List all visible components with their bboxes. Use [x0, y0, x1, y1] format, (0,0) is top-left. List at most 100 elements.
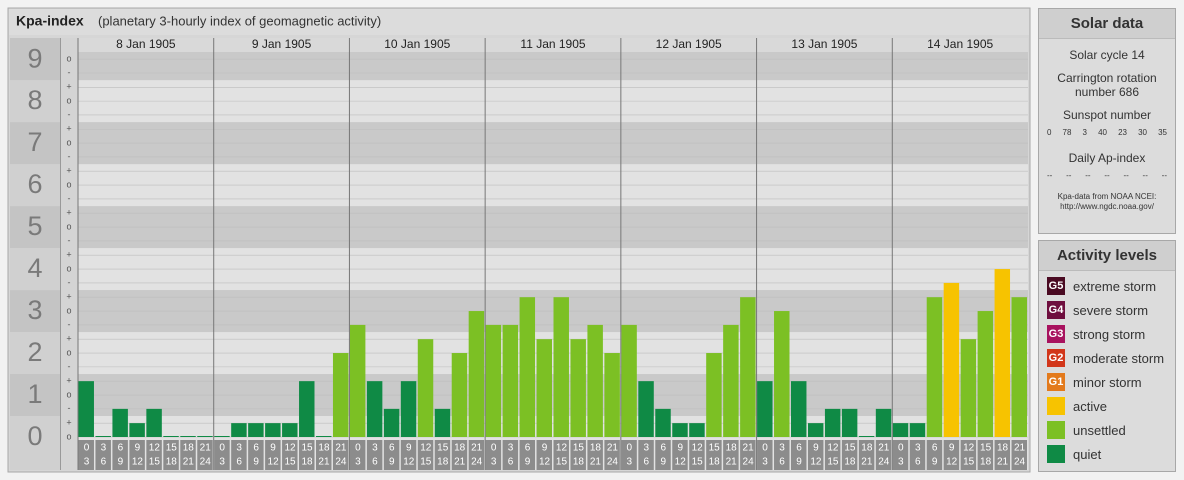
hour-start: 0 [627, 443, 633, 454]
hour-end: 3 [355, 457, 361, 468]
y-tick-label: 1 [27, 379, 42, 409]
hour-start: 21 [607, 443, 619, 454]
hour-cell [417, 440, 434, 470]
legend-item: G4 severe storm [1047, 301, 1175, 319]
hour-end: 6 [236, 457, 242, 468]
legend-item: G3 strong storm [1047, 325, 1175, 343]
bar [214, 436, 230, 437]
hour-start: 6 [660, 443, 666, 454]
bar [774, 311, 790, 437]
hour-cell [434, 440, 451, 470]
hour-end: 6 [644, 457, 650, 468]
bar [95, 436, 111, 437]
hour-start: 21 [335, 443, 347, 454]
ap-value: -- [1142, 171, 1148, 180]
minor-tick-label: - [68, 235, 71, 245]
hour-cell [723, 440, 739, 470]
day-label: 13 Jan 1905 [791, 37, 857, 51]
hour-start: 15 [980, 443, 992, 454]
minor-tick-label: - [68, 361, 71, 371]
hour-cell [892, 440, 909, 470]
hour-start: 18 [590, 443, 602, 454]
hour-start: 15 [437, 443, 449, 454]
hour-cell [638, 440, 654, 470]
hour-start: 15 [166, 443, 178, 454]
hour-cell [231, 440, 247, 470]
hour-end: 12 [403, 457, 415, 468]
bar [299, 381, 315, 437]
hour-start: 0 [219, 443, 225, 454]
legend-item: quiet [1047, 445, 1175, 463]
bar [451, 353, 468, 437]
ap-value: -- [1085, 171, 1091, 180]
hour-start: 18 [318, 443, 330, 454]
bar [824, 408, 841, 437]
hour-cell [146, 440, 162, 470]
minor-tick-label: + [66, 124, 71, 134]
hour-end: 12 [539, 457, 551, 468]
hour-start: 21 [200, 443, 212, 454]
header-row [78, 38, 1028, 52]
minor-tick-label: + [66, 376, 71, 386]
hour-end: 21 [590, 457, 602, 468]
hour-end: 9 [796, 457, 802, 468]
hour-cell [807, 440, 824, 470]
legend-item: unsettled [1047, 421, 1175, 439]
y-tick-label: 0 [27, 421, 42, 451]
ap-row: -- -- -- -- -- -- -- [1039, 171, 1175, 180]
hour-start: 18 [861, 443, 873, 454]
hour-cell [875, 440, 892, 470]
hour-end: 24 [1014, 457, 1026, 468]
bar [875, 408, 892, 437]
bar [553, 297, 569, 437]
minor-tick-label: o [66, 431, 71, 441]
hour-end: 6 [508, 457, 514, 468]
y-tick-label: 2 [27, 337, 42, 367]
y-label-cell [10, 248, 60, 291]
hour-cell [468, 440, 485, 470]
minor-tick-label: - [68, 151, 71, 161]
hour-cell [163, 440, 179, 470]
hour-start: 0 [84, 443, 90, 454]
legend-label: strong storm [1073, 326, 1146, 342]
chart: Kpa-index (planetary 3-hourly index of g… [7, 7, 1031, 473]
hour-start: 12 [556, 443, 568, 454]
hour-cell [197, 440, 213, 470]
hour-cell [112, 440, 128, 470]
hour-start: 12 [284, 443, 296, 454]
y-tick-label: 9 [27, 43, 42, 73]
minor-tick-label: o [66, 389, 71, 399]
hour-end: 12 [132, 457, 144, 468]
hour-cell [214, 440, 230, 470]
hour-end: 15 [284, 457, 296, 468]
sunspot-number: 0 [1047, 128, 1052, 137]
minor-tick-label: - [68, 277, 71, 287]
hour-end: 3 [219, 457, 225, 468]
legend-swatch: G4 [1047, 301, 1065, 319]
hour-cell [672, 440, 688, 470]
bar [791, 381, 807, 437]
y-label-cell [10, 332, 60, 375]
hour-end: 21 [997, 457, 1009, 468]
hour-end: 18 [573, 457, 585, 468]
hour-end: 6 [372, 457, 378, 468]
hour-cell [400, 440, 417, 470]
bar [502, 324, 519, 437]
bar [807, 423, 824, 437]
hour-end: 21 [861, 457, 873, 468]
y-label-cell [10, 80, 60, 123]
y-tick-label: 7 [27, 127, 42, 157]
bar [231, 423, 247, 437]
bar [604, 353, 620, 437]
hour-end: 24 [607, 457, 619, 468]
hour-end: 18 [301, 457, 313, 468]
hour-end: 3 [762, 457, 768, 468]
hour-end: 9 [389, 457, 395, 468]
chart-title: Kpa-index [16, 13, 84, 29]
hour-end: 12 [946, 457, 958, 468]
hour-cell [95, 440, 111, 470]
y-label-cell [10, 206, 60, 249]
panel-title: Activity levels [1039, 241, 1175, 271]
bar [180, 436, 196, 437]
hour-start: 12 [963, 443, 975, 454]
